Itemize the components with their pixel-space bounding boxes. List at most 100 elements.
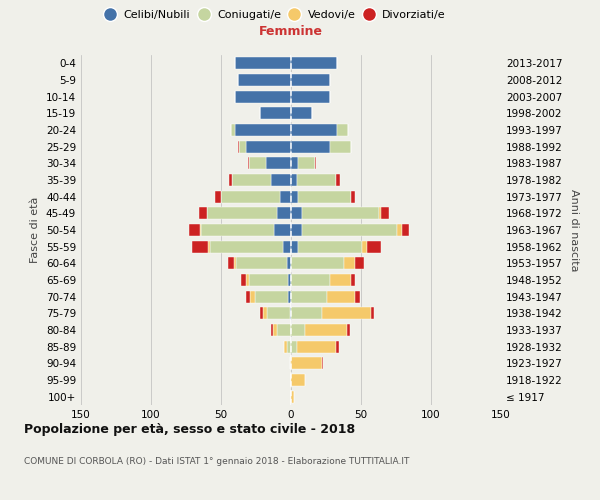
Bar bbox=[229, 174, 232, 186]
Bar bbox=[355, 290, 359, 302]
Bar bbox=[228, 258, 233, 270]
Bar bbox=[322, 358, 323, 370]
Bar bbox=[283, 240, 291, 252]
Bar bbox=[291, 224, 302, 236]
Bar bbox=[199, 208, 207, 220]
Bar bbox=[215, 190, 221, 202]
Bar bbox=[291, 340, 296, 352]
Bar bbox=[298, 240, 362, 252]
Bar bbox=[249, 158, 266, 170]
Bar bbox=[291, 190, 298, 202]
Bar bbox=[254, 290, 288, 302]
Bar bbox=[291, 390, 294, 402]
Bar bbox=[207, 208, 277, 220]
Y-axis label: Anni di nascita: Anni di nascita bbox=[569, 188, 579, 271]
Bar bbox=[290, 358, 291, 370]
Bar bbox=[291, 324, 305, 336]
Bar bbox=[302, 208, 379, 220]
Bar bbox=[296, 340, 336, 352]
Bar bbox=[233, 258, 236, 270]
Bar bbox=[250, 290, 254, 302]
Bar bbox=[315, 158, 316, 170]
Bar bbox=[267, 308, 290, 320]
Bar bbox=[231, 124, 235, 136]
Bar bbox=[238, 74, 291, 86]
Bar bbox=[246, 140, 291, 152]
Bar bbox=[322, 308, 371, 320]
Bar bbox=[273, 324, 277, 336]
Bar bbox=[298, 158, 315, 170]
Bar bbox=[401, 224, 409, 236]
Bar bbox=[291, 74, 330, 86]
Bar bbox=[380, 208, 389, 220]
Bar bbox=[291, 358, 322, 370]
Bar bbox=[330, 274, 351, 286]
Bar bbox=[379, 208, 380, 220]
Bar bbox=[246, 290, 250, 302]
Bar bbox=[355, 258, 364, 270]
Bar bbox=[246, 274, 249, 286]
Legend: Celibi/Nubili, Coniugati/e, Vedovi/e, Divorziati/e: Celibi/Nubili, Coniugati/e, Vedovi/e, Di… bbox=[101, 6, 451, 25]
Bar bbox=[347, 324, 350, 336]
Bar bbox=[302, 224, 397, 236]
Bar bbox=[239, 140, 246, 152]
Bar bbox=[305, 324, 347, 336]
Bar bbox=[288, 274, 291, 286]
Bar bbox=[221, 190, 280, 202]
Bar bbox=[291, 290, 328, 302]
Bar bbox=[249, 274, 288, 286]
Bar bbox=[260, 108, 291, 120]
Bar bbox=[200, 224, 202, 236]
Bar bbox=[208, 240, 210, 252]
Bar bbox=[298, 190, 351, 202]
Bar bbox=[397, 224, 401, 236]
Bar bbox=[291, 308, 322, 320]
Y-axis label: Fasce di età: Fasce di età bbox=[31, 197, 40, 263]
Bar bbox=[287, 340, 291, 352]
Bar bbox=[362, 240, 367, 252]
Bar bbox=[288, 290, 291, 302]
Bar bbox=[296, 174, 336, 186]
Bar bbox=[344, 258, 355, 270]
Bar bbox=[291, 140, 330, 152]
Bar bbox=[266, 158, 291, 170]
Bar bbox=[232, 174, 271, 186]
Bar bbox=[235, 90, 291, 102]
Bar bbox=[291, 258, 344, 270]
Bar bbox=[202, 224, 274, 236]
Bar bbox=[337, 124, 349, 136]
Bar bbox=[291, 58, 337, 70]
Bar bbox=[291, 240, 298, 252]
Bar bbox=[271, 324, 273, 336]
Bar bbox=[330, 140, 351, 152]
Bar bbox=[291, 374, 305, 386]
Bar bbox=[238, 140, 239, 152]
Text: COMUNE DI CORBOLA (RO) - Dati ISTAT 1° gennaio 2018 - Elaborazione TUTTITALIA.IT: COMUNE DI CORBOLA (RO) - Dati ISTAT 1° g… bbox=[24, 458, 409, 466]
Bar bbox=[291, 90, 330, 102]
Text: Femmine: Femmine bbox=[259, 24, 323, 38]
Bar bbox=[371, 308, 374, 320]
Bar bbox=[277, 324, 291, 336]
Bar bbox=[280, 190, 291, 202]
Bar bbox=[291, 108, 312, 120]
Bar bbox=[260, 308, 263, 320]
Bar bbox=[284, 340, 287, 352]
Bar bbox=[367, 240, 380, 252]
Bar bbox=[328, 290, 355, 302]
Bar bbox=[291, 174, 296, 186]
Bar bbox=[290, 308, 291, 320]
Bar bbox=[263, 308, 267, 320]
Bar bbox=[189, 224, 200, 236]
Bar bbox=[291, 124, 337, 136]
Bar bbox=[291, 158, 298, 170]
Bar bbox=[351, 190, 355, 202]
Bar bbox=[210, 240, 283, 252]
Bar bbox=[191, 240, 208, 252]
Bar bbox=[274, 224, 291, 236]
Bar bbox=[336, 340, 338, 352]
Bar bbox=[336, 174, 340, 186]
Bar bbox=[235, 58, 291, 70]
Bar bbox=[291, 274, 330, 286]
Bar bbox=[271, 174, 291, 186]
Bar bbox=[277, 208, 291, 220]
